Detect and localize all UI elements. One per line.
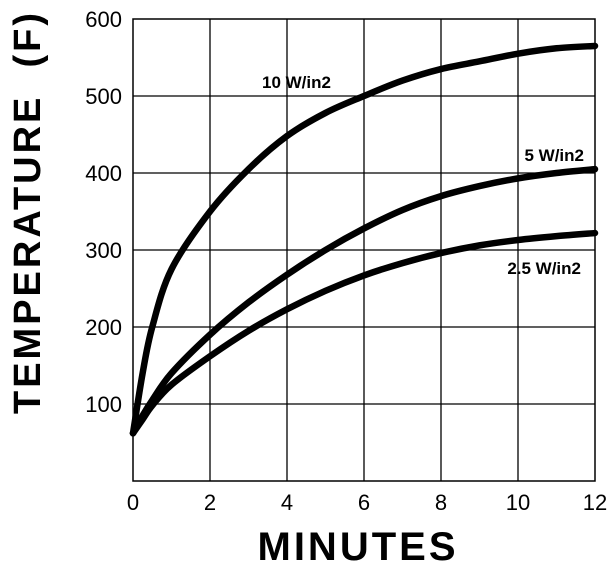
series-line-3 xyxy=(129,229,599,437)
x-tick-label: 6 xyxy=(358,490,370,515)
y-tick-label: 300 xyxy=(85,238,122,263)
series-label-3: 2.5 W/in2 xyxy=(507,259,581,278)
plot-frame xyxy=(132,18,596,482)
series-label-1: 10 W/in2 xyxy=(262,73,331,92)
x-tick-label: 8 xyxy=(435,490,447,515)
y-tick-label: 100 xyxy=(85,392,122,417)
y-axis-title: TEMPERATURE (F) xyxy=(7,10,49,414)
x-tick-label: 12 xyxy=(583,490,607,515)
x-tick-label: 10 xyxy=(506,490,530,515)
x-tick-label: 0 xyxy=(127,490,139,515)
series-label-2: 5 W/in2 xyxy=(524,146,584,165)
series-line-2 xyxy=(129,165,599,437)
y-tick-labels: 100 200 300 400 500 600 xyxy=(85,7,122,417)
y-tick-label: 400 xyxy=(85,161,122,186)
series-curves xyxy=(129,42,599,437)
x-tick-label: 4 xyxy=(281,490,293,515)
y-tick-label: 200 xyxy=(85,315,122,340)
series-labels: 10 W/in2 5 W/in2 2.5 W/in2 xyxy=(262,73,584,278)
y-tick-label: 600 xyxy=(85,7,122,32)
y-tick-label: 500 xyxy=(85,84,122,109)
series-line-1 xyxy=(129,42,599,437)
x-tick-label: 2 xyxy=(204,490,216,515)
x-tick-labels: 0 2 4 6 8 10 12 xyxy=(127,490,607,515)
x-axis-title: MINUTES xyxy=(258,525,459,564)
